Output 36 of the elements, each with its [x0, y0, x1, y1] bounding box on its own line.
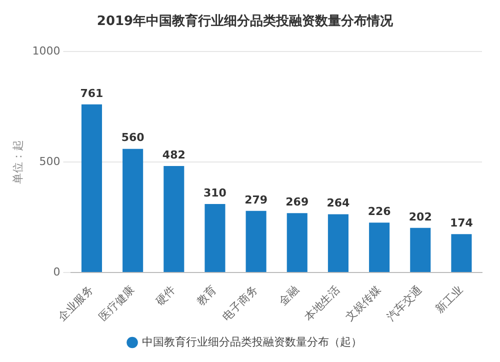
y-tick-label: 0	[53, 265, 60, 278]
x-tick-label: 教育	[194, 283, 220, 308]
data-label: 269	[286, 195, 309, 208]
data-label: 761	[80, 86, 104, 100]
bar	[410, 228, 431, 272]
x-tick-label: 金融	[276, 283, 302, 308]
y-tick-label: 500	[39, 154, 60, 168]
bar	[328, 214, 348, 272]
x-tick-label: 本地生活	[302, 283, 342, 324]
bar	[286, 213, 308, 272]
bar	[451, 234, 472, 272]
legend-label: 中国教育行业细分品类投融资数量分布（起）	[142, 335, 362, 348]
data-label: 174	[450, 216, 474, 230]
data-label: 226	[368, 204, 392, 218]
y-axis-title: 单位：起	[11, 140, 24, 184]
x-tick-label: 企业服务	[56, 283, 96, 324]
x-tick-label: 新工业	[433, 283, 466, 316]
bar	[122, 148, 144, 272]
x-tick-label: 电子商务	[220, 283, 260, 324]
bar	[369, 222, 390, 272]
data-label: 560	[121, 131, 145, 144]
bar	[246, 210, 266, 272]
x-tick-label: 汽车交通	[384, 283, 425, 324]
y-tick-label: 1000	[32, 44, 60, 58]
x-tick-label: 医疗健康	[96, 283, 137, 324]
data-label: 264	[326, 196, 350, 210]
chart-title: 2019年中国教育行业细分品类投融资数量分布情况	[96, 13, 394, 30]
bar	[81, 104, 102, 272]
data-label: 279	[244, 193, 268, 206]
data-label: 202	[408, 210, 432, 224]
data-label: 482	[162, 148, 186, 162]
x-tick-label: 文娱传媒	[343, 283, 384, 324]
bar	[164, 166, 184, 272]
data-label: 310	[203, 186, 227, 200]
bar	[204, 204, 226, 272]
x-tick-label: 硬件	[153, 283, 178, 308]
